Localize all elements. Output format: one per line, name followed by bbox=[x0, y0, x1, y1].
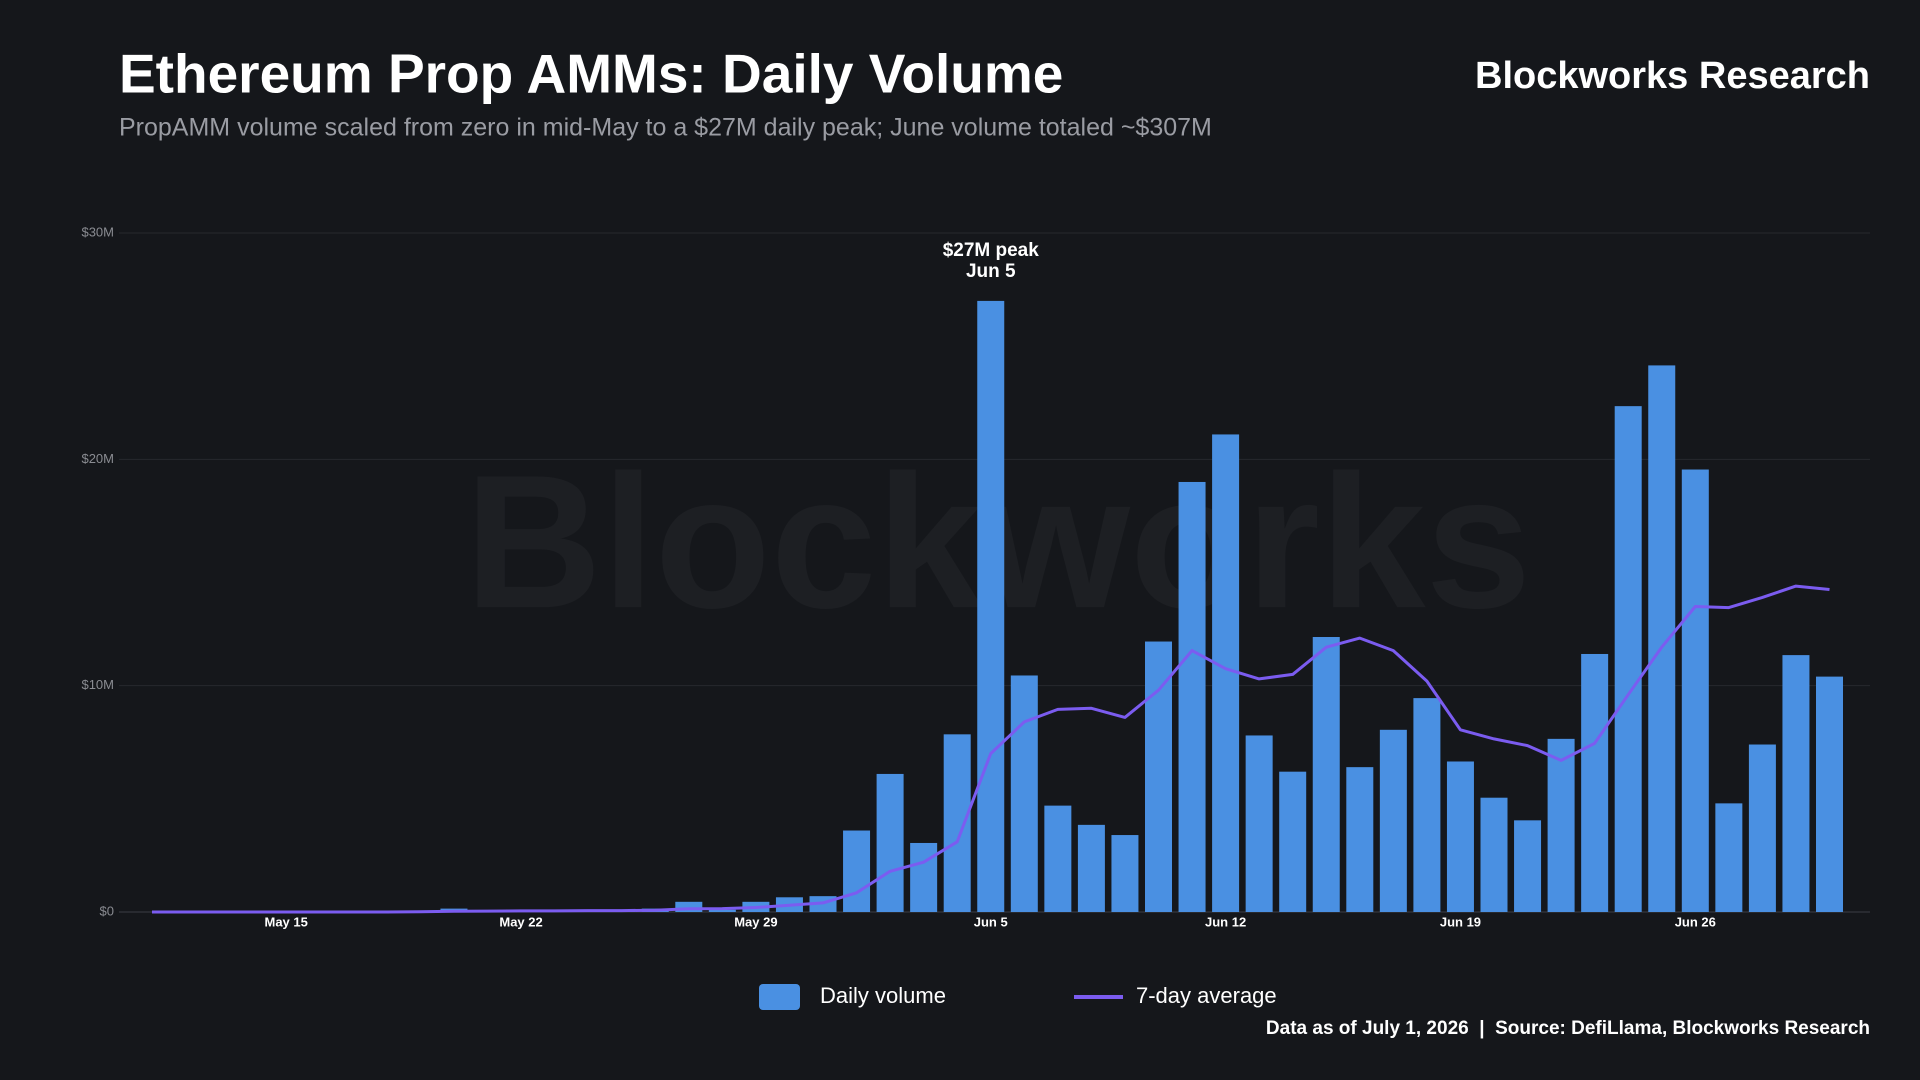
legend-label: Daily volume bbox=[820, 983, 946, 1008]
x-tick-label: May 22 bbox=[499, 914, 542, 929]
legend-label: 7-day average bbox=[1136, 983, 1277, 1008]
bar bbox=[1446, 761, 1474, 912]
x-tick-label: Jun 5 bbox=[974, 914, 1008, 929]
bar bbox=[1547, 738, 1575, 912]
bar bbox=[1312, 637, 1340, 912]
y-tick-label: $20M bbox=[81, 451, 114, 466]
bar bbox=[1514, 820, 1542, 912]
bar bbox=[1715, 803, 1743, 912]
bar bbox=[1681, 469, 1709, 912]
bar bbox=[1480, 797, 1508, 912]
line bbox=[152, 584, 1830, 914]
bar bbox=[1748, 744, 1776, 912]
bar bbox=[1044, 805, 1072, 912]
bar bbox=[1245, 735, 1273, 912]
x-tick-label: Jun 19 bbox=[1440, 914, 1481, 929]
bar bbox=[1077, 824, 1105, 912]
bar bbox=[977, 300, 1005, 912]
bar bbox=[1614, 406, 1642, 912]
x-tick-label: May 15 bbox=[265, 914, 308, 929]
bar bbox=[1279, 771, 1307, 912]
bar bbox=[1145, 641, 1172, 912]
y-tick-label: $10M bbox=[81, 677, 114, 692]
brand: Blockworks Research bbox=[1475, 55, 1870, 97]
bar bbox=[1581, 653, 1609, 912]
annotation: $27M peak bbox=[943, 240, 1040, 261]
chart-subtitle: PropAMM volume scaled from zero in mid-M… bbox=[119, 114, 1212, 142]
bar bbox=[910, 842, 938, 912]
bar bbox=[1379, 729, 1407, 912]
y-tick-label: $30M bbox=[81, 224, 114, 239]
x-tick-label: May 29 bbox=[734, 914, 777, 929]
bar bbox=[675, 901, 703, 912]
x-tick-label: Jun 26 bbox=[1675, 914, 1716, 929]
annotation: Jun 5 bbox=[966, 261, 1016, 282]
bar bbox=[708, 909, 736, 912]
bar bbox=[1178, 481, 1206, 912]
bar bbox=[1648, 365, 1676, 912]
x-tick-label: Jun 12 bbox=[1205, 914, 1246, 929]
bar bbox=[1346, 767, 1374, 912]
bar bbox=[876, 773, 904, 912]
footer: Data as of July 1, 2026 | Source: DefiLl… bbox=[1266, 1018, 1870, 1039]
bar bbox=[943, 734, 971, 912]
bar bbox=[1782, 655, 1810, 912]
bar bbox=[1413, 698, 1441, 912]
bar bbox=[1816, 676, 1843, 912]
bar bbox=[1212, 434, 1240, 912]
bar bbox=[1111, 835, 1139, 912]
legend-swatch bbox=[759, 984, 800, 1010]
bar bbox=[1010, 675, 1038, 912]
chart-title: Ethereum Prop AMMs: Daily Volume bbox=[119, 43, 1063, 105]
y-tick-label: $0 bbox=[100, 903, 114, 918]
bar bbox=[843, 830, 871, 912]
